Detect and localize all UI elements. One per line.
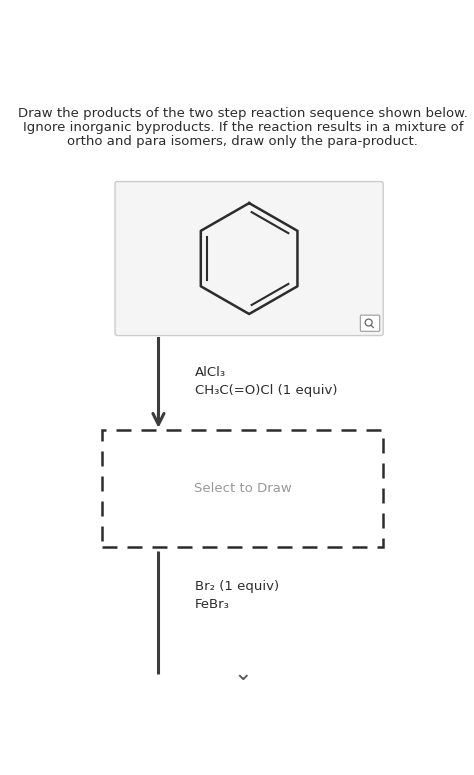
Text: Draw the products of the two step reaction sequence shown below.: Draw the products of the two step reacti… bbox=[18, 107, 468, 120]
Text: ⌄: ⌄ bbox=[234, 664, 252, 684]
Text: ortho and para isomers, draw only the para-product.: ortho and para isomers, draw only the pa… bbox=[67, 136, 419, 148]
Text: CH₃C(=O)Cl (1 equiv): CH₃C(=O)Cl (1 equiv) bbox=[195, 384, 337, 397]
FancyBboxPatch shape bbox=[115, 181, 383, 336]
Text: Br₂ (1 equiv): Br₂ (1 equiv) bbox=[195, 580, 279, 593]
Text: FeBr₃: FeBr₃ bbox=[195, 598, 230, 611]
FancyBboxPatch shape bbox=[102, 430, 383, 547]
Text: AlCl₃: AlCl₃ bbox=[195, 367, 226, 379]
Text: Select to Draw: Select to Draw bbox=[194, 482, 292, 495]
Text: Ignore inorganic byproducts. If the reaction results in a mixture of: Ignore inorganic byproducts. If the reac… bbox=[23, 121, 463, 134]
FancyBboxPatch shape bbox=[360, 315, 380, 332]
